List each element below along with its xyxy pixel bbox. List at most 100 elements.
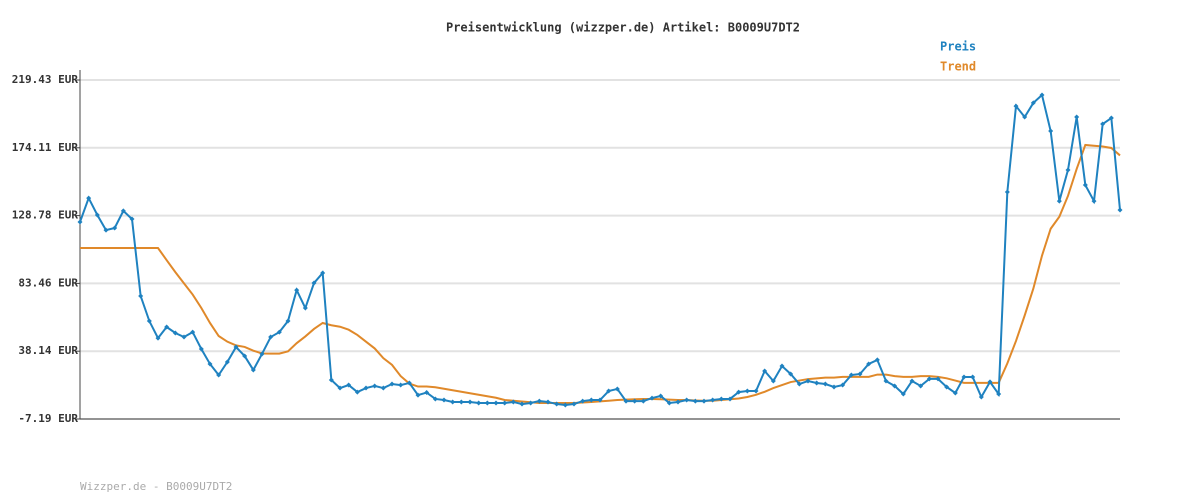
point [588, 397, 594, 403]
point [1065, 167, 1071, 173]
point [103, 227, 109, 233]
point [155, 335, 161, 341]
point [666, 400, 672, 406]
point [1091, 198, 1097, 204]
point [138, 293, 144, 299]
point [1082, 182, 1088, 188]
point [450, 399, 456, 405]
point [276, 329, 282, 335]
point [978, 394, 984, 400]
point [250, 367, 256, 373]
point [328, 377, 334, 383]
point [224, 359, 230, 365]
chart-title: Preisentwicklung (wizzper.de) Artikel: B… [446, 21, 800, 35]
point [285, 318, 291, 324]
point [770, 378, 776, 384]
point [1030, 100, 1036, 106]
point [86, 195, 92, 201]
footer: Wizzper.de - B0009U7DT2 [80, 480, 232, 493]
series-line [80, 143, 1121, 405]
point [762, 368, 768, 374]
point [606, 388, 612, 394]
point [831, 384, 837, 390]
point [337, 385, 343, 391]
point [684, 397, 690, 403]
point [987, 379, 993, 385]
point [441, 397, 447, 403]
point [554, 401, 560, 407]
legend-label: Preis [940, 40, 976, 54]
legend-label: Trend [940, 60, 976, 74]
point [536, 398, 542, 404]
y-tick-label: 83.46 EUR [18, 276, 78, 289]
point [354, 389, 360, 395]
point [198, 346, 204, 352]
point [502, 400, 508, 406]
point [181, 334, 187, 340]
point [1108, 115, 1114, 121]
point [164, 324, 170, 330]
point [1004, 189, 1010, 195]
point [519, 401, 525, 407]
point [857, 371, 863, 377]
point [814, 380, 820, 386]
point [753, 388, 759, 394]
point [1048, 128, 1054, 134]
point [805, 378, 811, 384]
series-line [79, 93, 1121, 406]
point [614, 386, 620, 392]
point [129, 216, 135, 222]
point [632, 398, 638, 404]
point [1117, 207, 1123, 213]
point [346, 382, 352, 388]
point [112, 225, 118, 231]
point [311, 280, 317, 286]
point [996, 391, 1002, 397]
point [744, 388, 750, 394]
point [216, 372, 222, 378]
point [493, 400, 499, 406]
point [94, 212, 100, 218]
point [736, 389, 742, 395]
point [415, 392, 421, 398]
point [207, 361, 213, 367]
point [77, 219, 83, 225]
point [259, 351, 265, 357]
point [961, 374, 967, 380]
point [900, 391, 906, 397]
point [432, 396, 438, 402]
point [710, 397, 716, 403]
y-tick-label: 219.43 EUR [12, 73, 79, 86]
point [510, 399, 516, 405]
point [718, 396, 724, 402]
point [424, 390, 430, 396]
point [1100, 121, 1106, 127]
point [597, 397, 603, 403]
point [476, 400, 482, 406]
point [233, 344, 239, 350]
point [692, 398, 698, 404]
point [268, 334, 274, 340]
y-tick-label: 38.14 EUR [18, 344, 78, 357]
point [623, 398, 629, 404]
point [302, 305, 308, 311]
point [190, 329, 196, 335]
point [658, 393, 664, 399]
point [926, 376, 932, 382]
point [779, 363, 785, 369]
point [675, 399, 681, 405]
point [796, 381, 802, 387]
point [120, 208, 126, 214]
point [1013, 103, 1019, 109]
point [580, 398, 586, 404]
point [935, 376, 941, 382]
point [380, 385, 386, 391]
point [892, 383, 898, 389]
point [944, 384, 950, 390]
point [640, 398, 646, 404]
point [398, 382, 404, 388]
point [458, 399, 464, 405]
point [909, 378, 915, 384]
